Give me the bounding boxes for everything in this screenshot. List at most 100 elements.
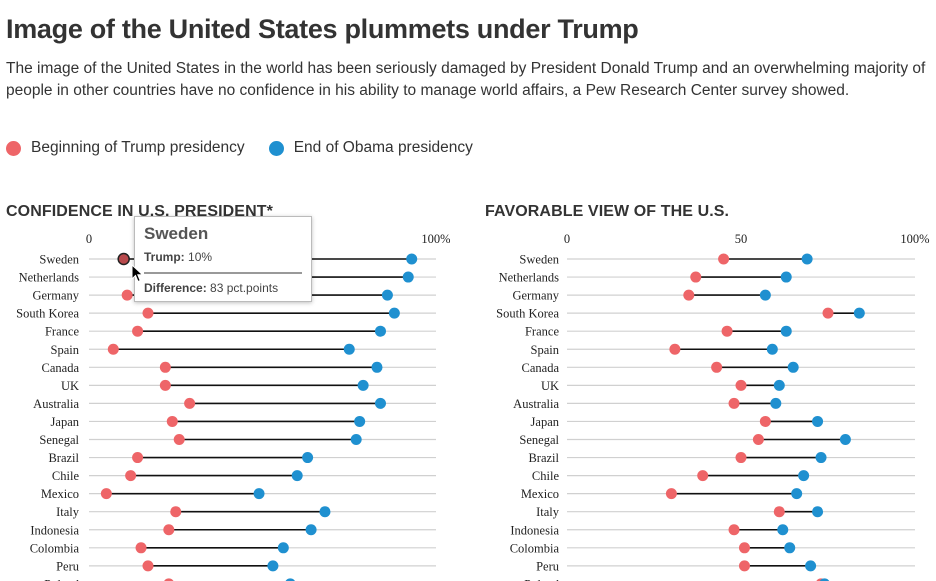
tooltip-trump-value: 10%	[188, 250, 213, 264]
trump-point	[728, 397, 740, 409]
tick-label: 0	[86, 232, 92, 246]
obama-point	[343, 343, 355, 355]
obama-point	[853, 307, 865, 319]
tooltip-difference-value: 83 pct.points	[210, 281, 279, 295]
trump-point	[159, 361, 171, 373]
country-label: Peru	[56, 559, 80, 573]
obama-point	[780, 271, 792, 283]
trump-point	[132, 325, 144, 337]
obama-point	[815, 452, 827, 464]
obama-point	[773, 379, 785, 391]
trump-point	[759, 415, 771, 427]
country-label: Netherlands	[19, 271, 80, 285]
tick-label: 50	[735, 232, 748, 246]
trump-point	[690, 271, 702, 283]
trump-point	[125, 470, 137, 482]
country-label: France	[45, 325, 79, 339]
trump-point	[142, 307, 154, 319]
country-label: Colombia	[510, 541, 560, 555]
trump-point	[173, 434, 185, 445]
country-label: South Korea	[496, 307, 559, 321]
legend-trump-swatch	[6, 140, 21, 156]
obama-point	[381, 289, 393, 301]
country-label: Spain	[531, 343, 560, 357]
trump-point	[735, 452, 747, 464]
legend-obama-swatch	[268, 140, 284, 156]
obama-point	[291, 470, 303, 482]
trump-point	[117, 252, 130, 266]
mouse-pointer-icon	[131, 264, 144, 283]
obama-point	[374, 325, 386, 337]
legend: Beginning of Trump presidency End of Oba…	[6, 139, 497, 157]
country-label: Japan	[531, 415, 560, 429]
obama-point	[350, 434, 362, 445]
country-label: Poland	[524, 577, 559, 581]
country-label: Brazil	[48, 451, 79, 465]
obama-point	[805, 560, 817, 572]
obama-point	[267, 560, 279, 572]
country-label: Peru	[536, 559, 560, 573]
country-label: Italy	[536, 505, 560, 519]
country-label: Indonesia	[510, 523, 559, 537]
tooltip-divider	[144, 272, 302, 274]
trump-point	[752, 434, 764, 445]
obama-point	[780, 325, 792, 337]
trump-point	[822, 307, 834, 319]
country-label: Canada	[42, 361, 80, 375]
obama-point	[791, 488, 803, 500]
obama-point	[402, 271, 414, 283]
obama-point	[812, 506, 824, 518]
country-label: Japan	[51, 415, 80, 429]
obama-point	[302, 452, 314, 464]
obama-point	[374, 397, 386, 409]
country-label: UK	[61, 379, 79, 393]
obama-point	[388, 307, 400, 319]
obama-point	[305, 524, 317, 536]
obama-point	[371, 361, 383, 373]
obama-point	[766, 343, 778, 355]
trump-point	[738, 542, 750, 554]
trump-point	[665, 488, 677, 500]
obama-point	[354, 415, 366, 427]
country-label: Colombia	[30, 541, 80, 555]
tooltip-country: Sweden	[144, 224, 209, 243]
legend-item-trump: Beginning of Trump presidency	[6, 139, 245, 157]
obama-point	[784, 542, 796, 554]
trump-point	[735, 379, 747, 391]
trump-point	[159, 379, 171, 391]
trump-point	[773, 506, 785, 518]
legend-obama-label: End of Obama presidency	[293, 139, 473, 156]
tick-label: 100%	[421, 232, 450, 246]
trump-point	[718, 253, 730, 265]
trump-point	[697, 470, 709, 482]
trump-point	[728, 524, 740, 536]
country-label: South Korea	[16, 307, 79, 321]
country-label: Spain	[51, 343, 80, 357]
trump-point	[184, 397, 196, 409]
trump-point	[721, 325, 733, 337]
tooltip-difference-label: Difference:	[144, 281, 207, 295]
country-label: Italy	[56, 505, 80, 519]
hover-tooltip: Sweden Trump: 10% Difference: 83 pct.poi…	[134, 216, 312, 302]
chart-title-favorable: FAVORABLE VIEW OF THE U.S.	[485, 203, 730, 220]
obama-point	[812, 415, 824, 427]
country-label: Chile	[52, 469, 80, 483]
country-label: Mexico	[41, 487, 79, 501]
tick-label: 0	[564, 232, 570, 246]
trump-point	[711, 361, 723, 373]
page-title: Image of the United States plummets unde…	[6, 14, 639, 44]
trump-point	[132, 452, 144, 464]
trump-point	[170, 506, 182, 518]
country-label: Senegal	[519, 433, 559, 447]
country-label: Poland	[44, 577, 79, 581]
country-label: Canada	[522, 361, 560, 375]
obama-point	[357, 379, 369, 391]
tick-label: 100%	[900, 232, 929, 246]
trump-point	[164, 578, 174, 581]
trump-point	[135, 542, 147, 554]
country-label: Sweden	[39, 253, 79, 267]
country-label: France	[525, 325, 559, 339]
country-label: Germany	[512, 289, 559, 303]
country-label: Chile	[532, 469, 560, 483]
country-label: Netherlands	[499, 271, 560, 285]
